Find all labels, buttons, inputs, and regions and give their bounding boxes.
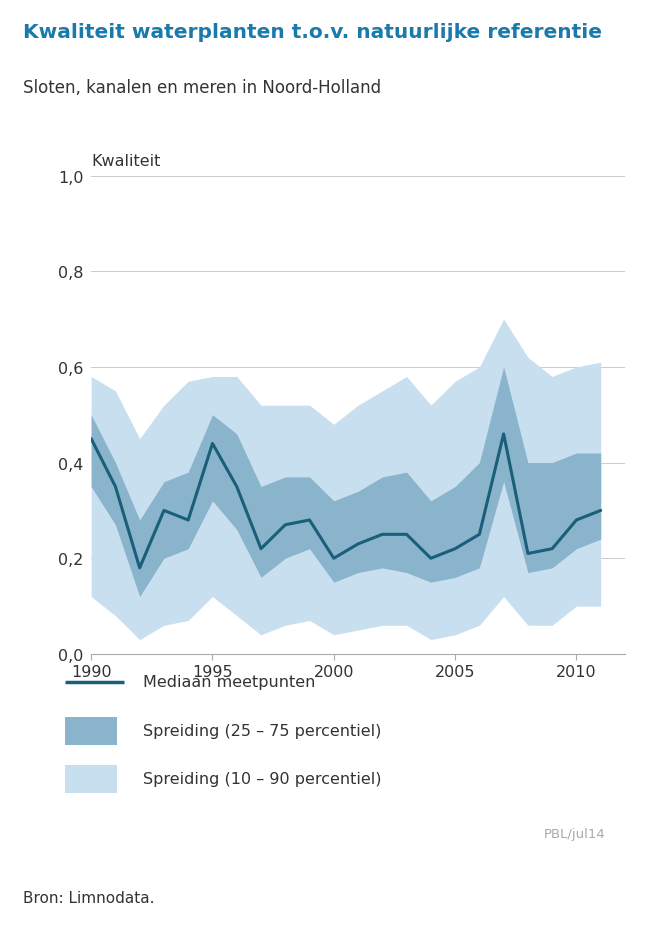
Text: Spreiding (10 – 90 percentiel): Spreiding (10 – 90 percentiel) (143, 771, 381, 786)
Text: Sloten, kanalen en meren in Noord-Holland: Sloten, kanalen en meren in Noord-Hollan… (23, 79, 381, 97)
Text: PBL/jul14: PBL/jul14 (544, 827, 605, 840)
Text: Bron: Limnodata.: Bron: Limnodata. (23, 890, 154, 905)
Text: Kwaliteit: Kwaliteit (91, 154, 161, 169)
Text: Spreiding (25 – 75 percentiel): Spreiding (25 – 75 percentiel) (143, 723, 381, 738)
Text: Mediaan meetpunten: Mediaan meetpunten (143, 675, 316, 690)
Text: Kwaliteit waterplanten t.o.v. natuurlijke referentie: Kwaliteit waterplanten t.o.v. natuurlijk… (23, 23, 602, 42)
